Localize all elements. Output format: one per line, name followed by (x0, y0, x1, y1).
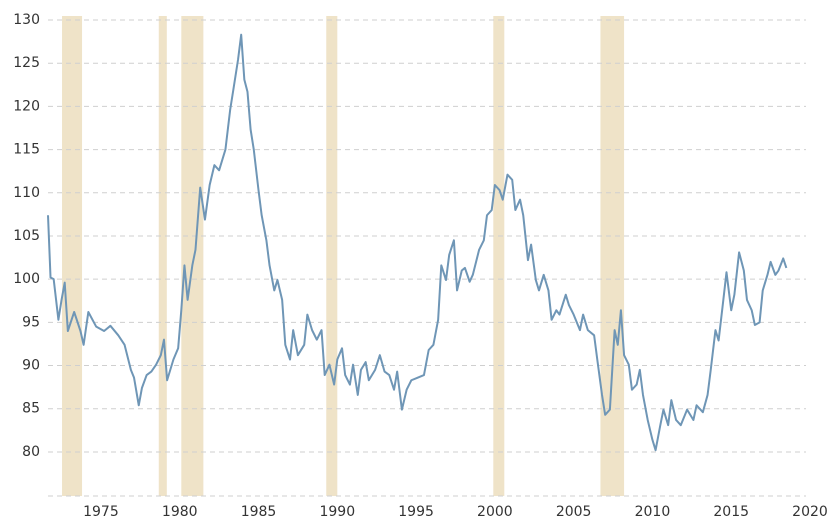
y-tick-label: 115 (13, 142, 40, 158)
y-tick-label: 110 (13, 185, 40, 201)
y-tick-label: 100 (13, 271, 40, 287)
shaded-region (181, 16, 204, 496)
shaded-region (62, 16, 83, 496)
y-tick-label: 130 (13, 12, 40, 28)
shaded-region (158, 16, 167, 496)
shaded-region (493, 16, 505, 496)
x-tick-label: 2020 (792, 504, 828, 520)
y-tick-label: 120 (13, 98, 40, 114)
shaded-region (326, 16, 338, 496)
x-tick-label: 1995 (398, 504, 434, 520)
x-tick-label: 1980 (162, 504, 198, 520)
y-tick-label: 85 (22, 401, 40, 417)
y-tick-label: 90 (22, 358, 40, 374)
data-line (47, 33, 788, 452)
y-tick-label: 125 (13, 55, 40, 71)
x-tick-label: 2000 (477, 504, 513, 520)
x-tick-label: 2005 (556, 504, 592, 520)
x-tick-label: 2010 (635, 504, 671, 520)
x-tick-label: 2015 (713, 504, 749, 520)
x-tick-label: 1985 (241, 504, 277, 520)
y-tick-label: 95 (22, 314, 40, 330)
y-tick-label: 80 (22, 444, 40, 460)
x-tick-label: 1990 (319, 504, 355, 520)
y-tick-label: 105 (13, 228, 40, 244)
shaded-region (600, 16, 625, 496)
x-tick-label: 1975 (83, 504, 119, 520)
